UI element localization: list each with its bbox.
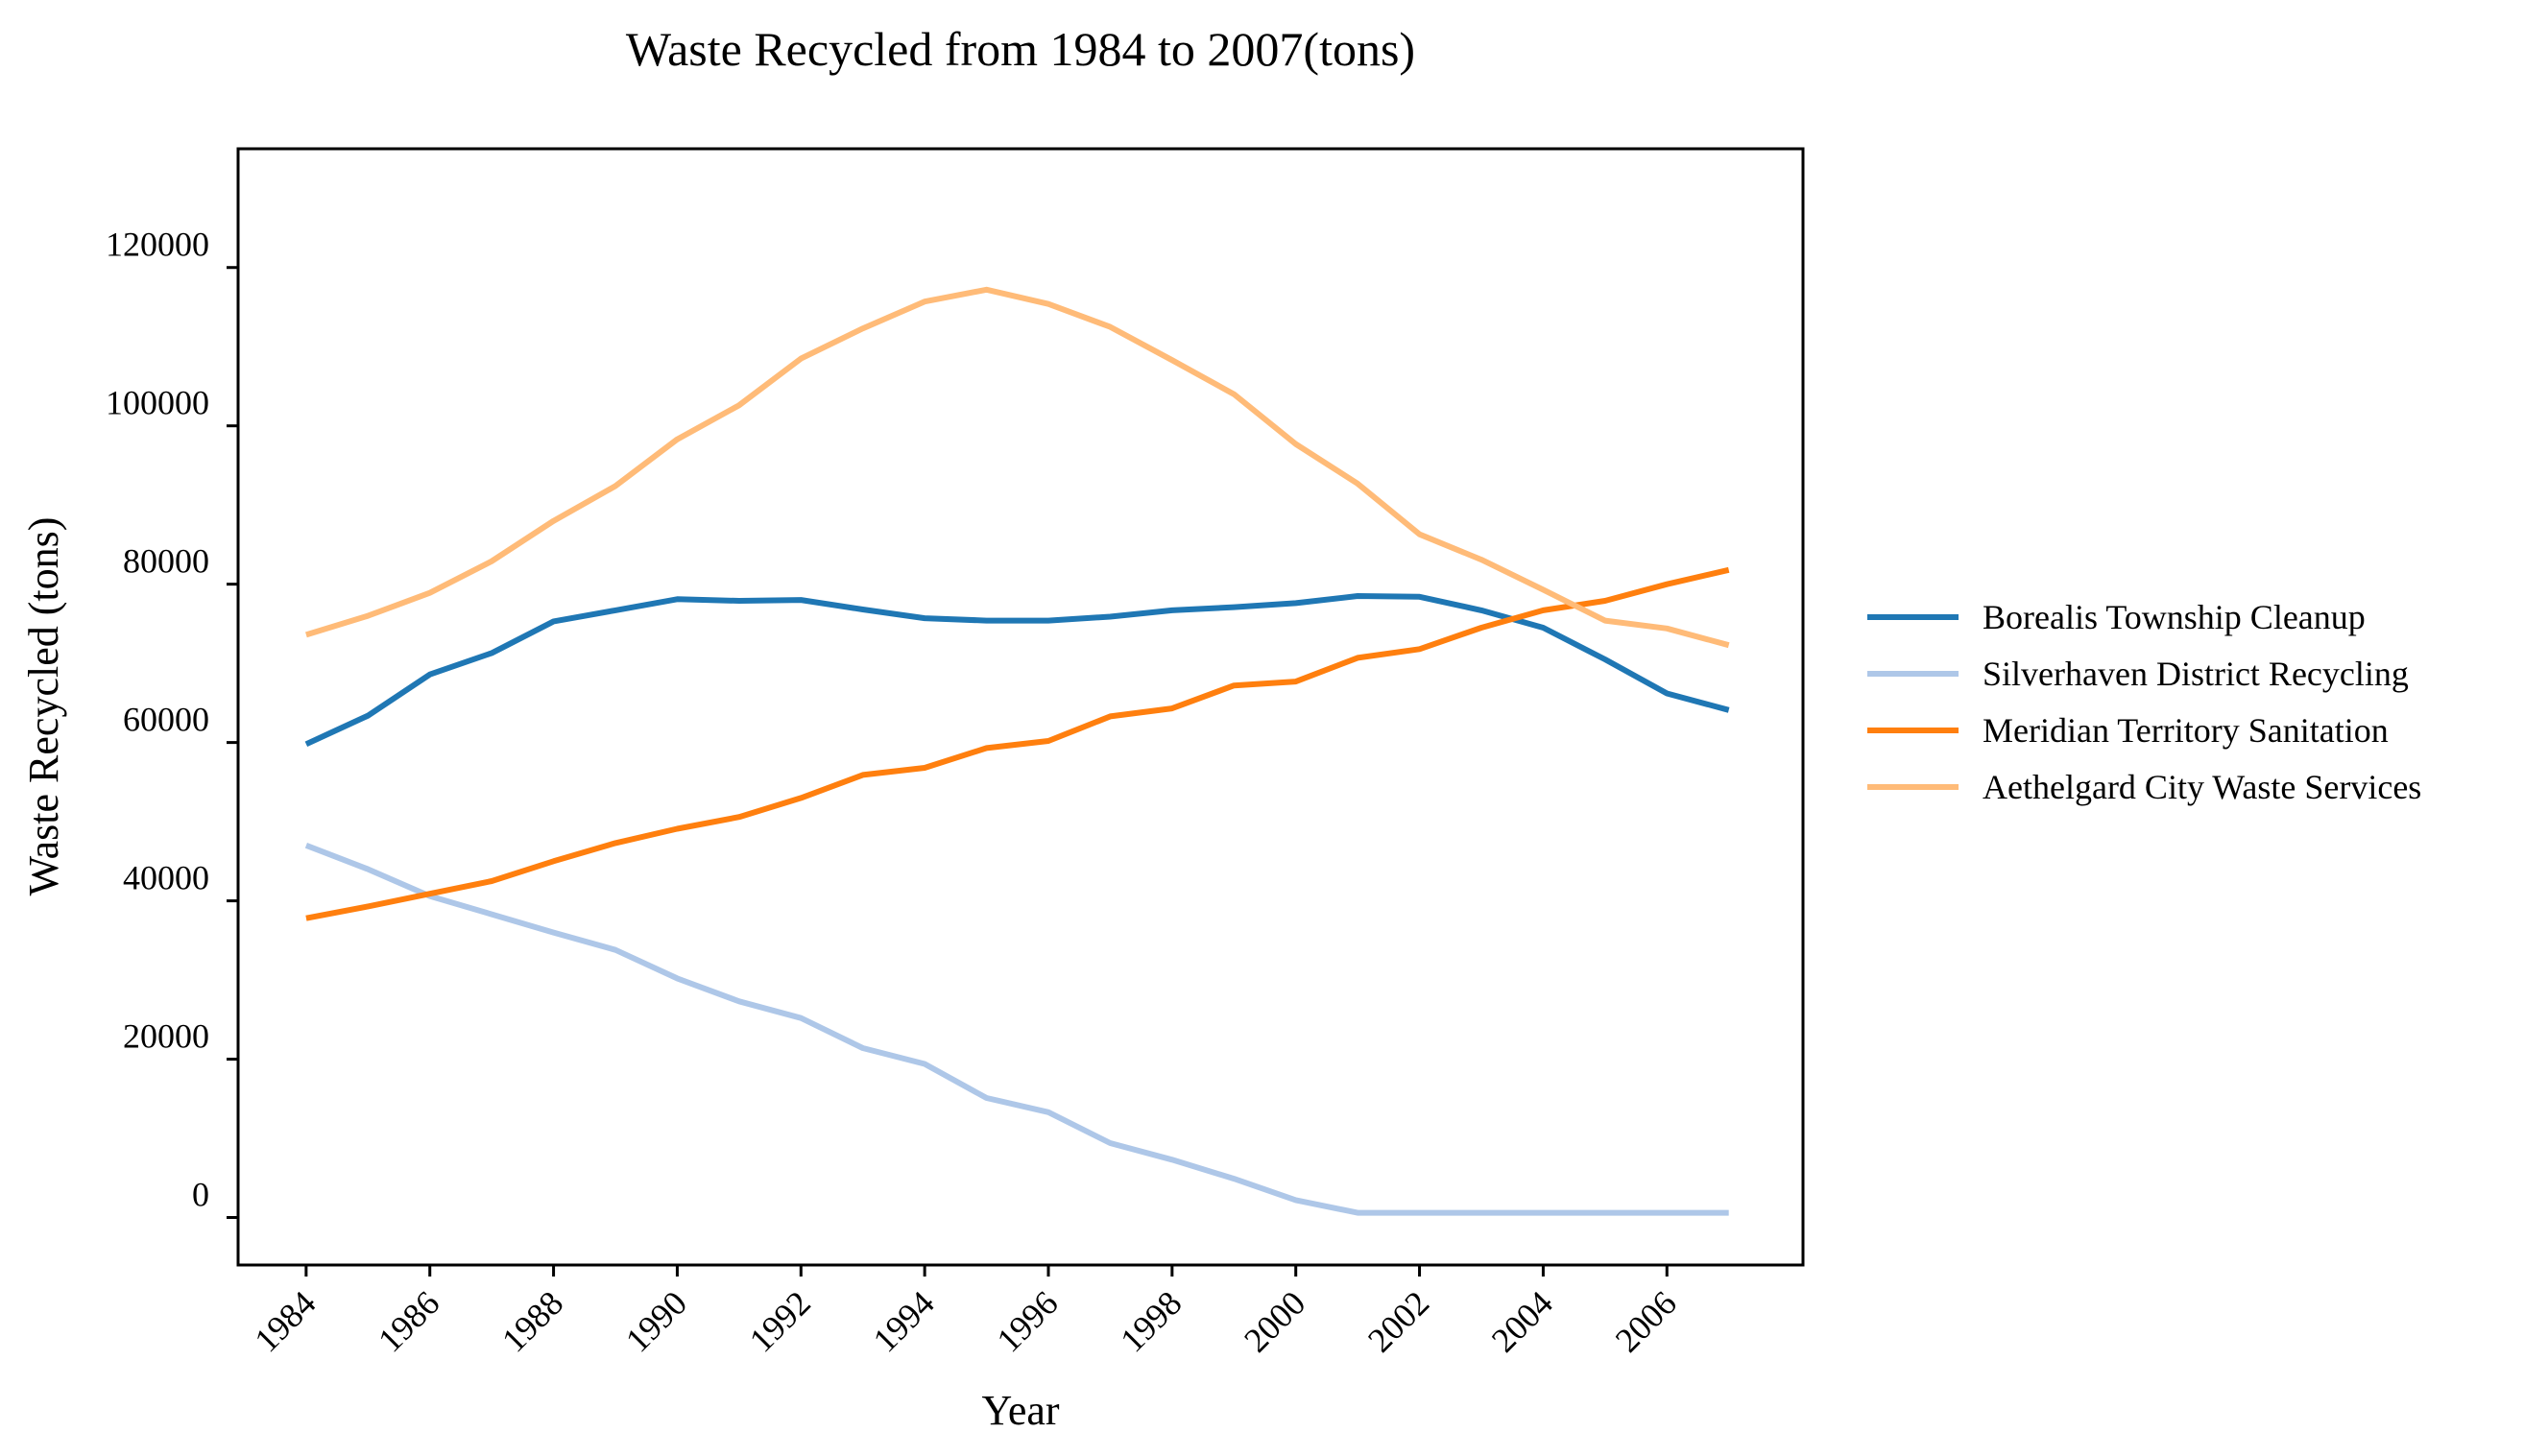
x-tick-label: 1988: [494, 1283, 570, 1359]
y-tick-label: 100000: [106, 384, 209, 422]
y-axis-title: Waste Recycled (tons): [20, 517, 67, 896]
y-tick-label: 20000: [123, 1017, 209, 1056]
legend: Borealis Township Cleanup Silverhaven Dis…: [1867, 598, 2421, 806]
x-axis-title: Year: [981, 1387, 1059, 1434]
x-tick-label: 2006: [1608, 1283, 1684, 1359]
y-tick-label: 120000: [106, 226, 209, 264]
y-axis: 0 20000 40000 60000 80000 100000 120000: [106, 226, 238, 1220]
legend-label: Silverhaven District Recycling: [1983, 655, 2409, 693]
y-tick-label: 40000: [123, 859, 209, 897]
x-tick-label: 1994: [866, 1283, 942, 1359]
chart-title: Waste Recycled from 1984 to 2007(tons): [626, 22, 1415, 76]
x-axis: 1984 1986 1988 1990 1992 1994 1996 1998 2000 2002…: [247, 1265, 1684, 1360]
x-tick-label: 1998: [1113, 1283, 1189, 1359]
legend-label: Borealis Township Cleanup: [1983, 598, 2366, 636]
plot-area-frame: [236, 147, 1805, 1267]
series-lines: [304, 286, 1730, 1216]
y-tick-label: 80000: [123, 542, 209, 581]
series-line-2: [304, 843, 1729, 1216]
legend-label: Aethelgard City Waste Services: [1983, 768, 2421, 806]
y-tick-label: 0: [192, 1176, 209, 1214]
x-tick-label: 2002: [1360, 1283, 1436, 1359]
series-line-4: [305, 286, 1730, 649]
y-tick-label: 60000: [123, 701, 209, 739]
x-tick-label: 1992: [742, 1283, 818, 1359]
series-line-3: [305, 566, 1730, 921]
x-tick-label: 1986: [371, 1283, 446, 1359]
x-tick-label: 1996: [989, 1283, 1065, 1359]
x-tick-label: 1990: [618, 1283, 694, 1359]
series-line-1: [304, 593, 1730, 748]
x-tick-label: 2000: [1237, 1283, 1312, 1359]
x-tick-label: 2004: [1484, 1283, 1560, 1359]
legend-label: Meridian Territory Sanitation: [1983, 711, 2389, 750]
x-tick-label: 1984: [247, 1283, 323, 1359]
